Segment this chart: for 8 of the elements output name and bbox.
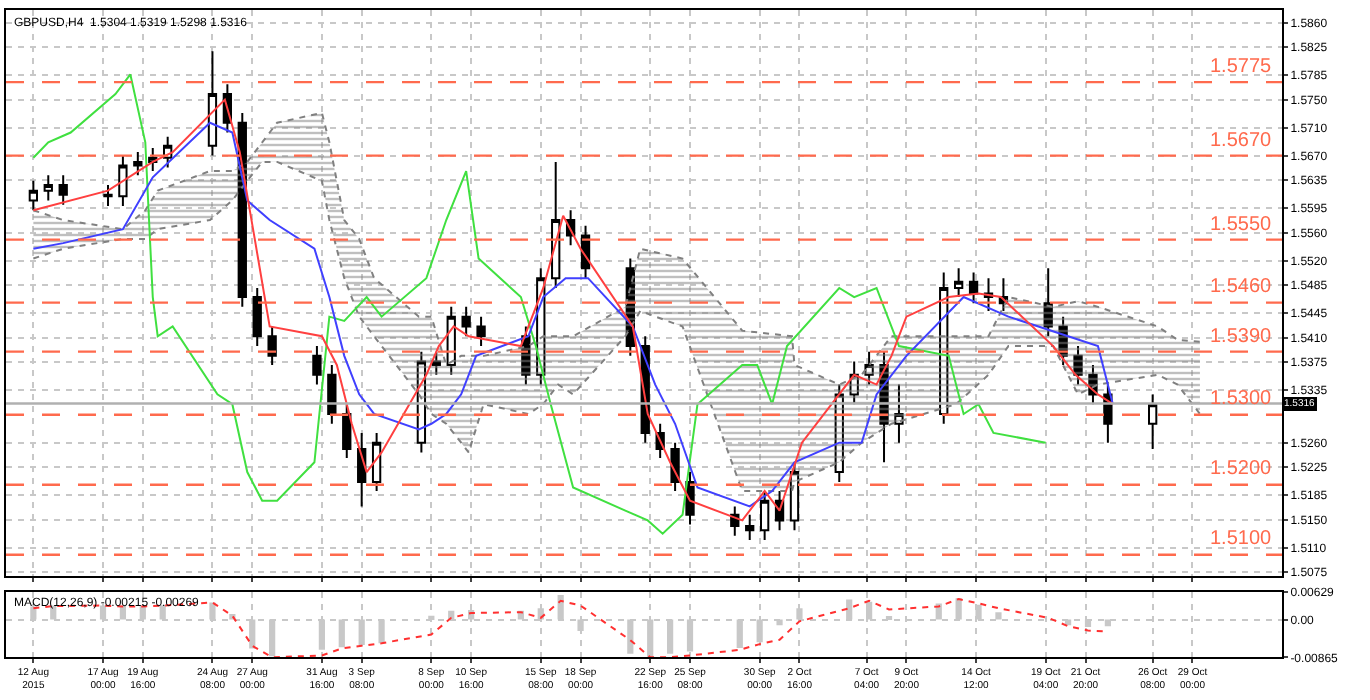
- ref-line-label: 1.5550: [1210, 214, 1273, 236]
- ref-line-label: 1.5775: [1210, 56, 1273, 78]
- ref-line-label: 1.5670: [1210, 130, 1273, 152]
- ref-line-label: 1.5200: [1210, 458, 1273, 480]
- ref-line-label: 1.5390: [1210, 326, 1273, 348]
- ref-line-label: 1.5300: [1210, 388, 1273, 410]
- ref-line-label: 1.5100: [1210, 528, 1273, 550]
- ref-line-label: 1.5460: [1210, 276, 1273, 298]
